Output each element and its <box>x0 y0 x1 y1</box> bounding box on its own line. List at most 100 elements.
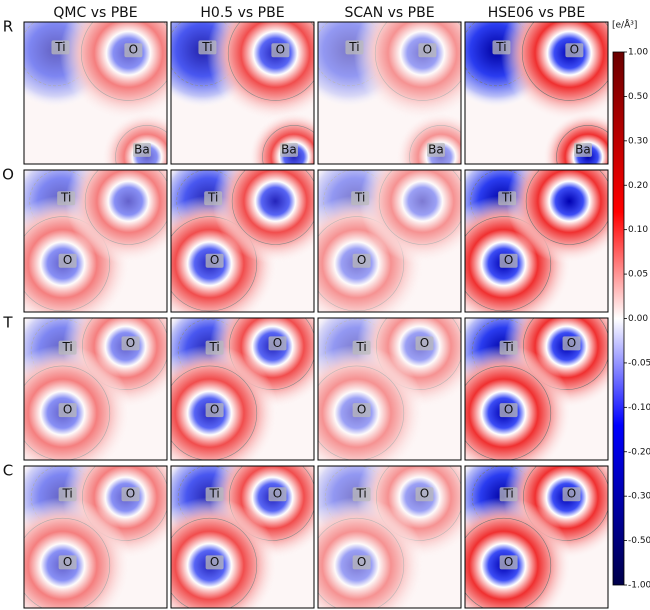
contour <box>318 517 405 608</box>
atom-label: Ti <box>61 487 72 501</box>
atom-label-bg <box>58 403 77 418</box>
colorbar-tick-label: 0.00 <box>628 314 648 324</box>
contour <box>465 216 552 312</box>
contour <box>171 216 258 312</box>
atom-label-bg <box>352 555 371 570</box>
contour <box>465 517 552 608</box>
atom-label-bg <box>562 487 581 502</box>
colorbar-tick-label: -1.00 <box>628 581 650 591</box>
o-ring <box>24 497 132 608</box>
atom-label-bg <box>205 253 224 268</box>
colorbar-tick-label: 1.00 <box>628 48 648 58</box>
colorbar-tick-label: -0.10 <box>628 403 650 413</box>
atom-label-bg <box>499 487 518 502</box>
atom-label-bg <box>499 555 518 570</box>
atom-label: O <box>63 403 72 417</box>
panel-frame <box>23 317 168 461</box>
panel-frame <box>170 21 315 165</box>
atom-label: Ba <box>428 142 444 156</box>
atom-label-bg <box>205 403 224 418</box>
row-label: R <box>3 18 13 36</box>
atom-label: O <box>567 336 576 350</box>
atom-label: O <box>423 43 432 57</box>
atom-label: O <box>420 336 429 350</box>
atom-label: Ti <box>208 487 219 501</box>
atom-label-bg <box>415 487 434 502</box>
density-map <box>318 466 461 608</box>
atom-label: O <box>357 253 366 267</box>
atom-label: Ti <box>502 487 513 501</box>
contour <box>24 365 111 460</box>
atom-label: Ba <box>281 142 297 156</box>
atom-label-bg <box>352 340 371 355</box>
atom-label: O <box>126 487 135 501</box>
panel-frame <box>170 465 315 609</box>
atom-label-bg <box>415 336 434 351</box>
atom-label-bg <box>198 40 217 55</box>
density-map <box>465 318 608 460</box>
contour <box>556 125 608 164</box>
o-ring <box>318 345 426 460</box>
density-map <box>24 318 167 460</box>
atom-label: O <box>276 43 285 57</box>
panel-frame <box>464 317 609 461</box>
colorbar-tick-label: 0.50 <box>628 92 648 102</box>
atom-label-bg <box>352 403 371 418</box>
atom-label: O <box>504 253 513 267</box>
panel-frame <box>317 21 462 165</box>
density-map <box>24 170 167 312</box>
atom-label-bg <box>573 142 592 157</box>
contour <box>318 365 405 460</box>
atom-label: Ti <box>501 191 512 205</box>
row-label: O <box>2 166 14 184</box>
atom-label: Ti <box>348 40 359 54</box>
atom-label: O <box>210 253 219 267</box>
contour <box>374 22 461 101</box>
atom-label-bg <box>205 555 224 570</box>
atom-label-bg <box>205 487 224 502</box>
colorbar-tick-label: 0.10 <box>628 225 648 235</box>
atom-label-bg <box>51 40 70 55</box>
contour <box>231 170 314 245</box>
atom-label: Ti <box>354 191 365 205</box>
density-map <box>24 466 167 608</box>
o-ring <box>318 497 426 608</box>
atom-label: O <box>273 336 282 350</box>
contour <box>80 22 167 101</box>
atom-label-bg <box>58 487 77 502</box>
colorbar-unit: [e/Å³] <box>612 19 637 31</box>
atom-label-bg <box>268 336 287 351</box>
atom-label-bg <box>205 340 224 355</box>
colorbar <box>612 51 625 586</box>
atom-label-bg <box>204 191 223 206</box>
colorbar-tick-label: -0.05 <box>628 358 650 368</box>
atom-label-bg <box>268 487 287 502</box>
density-map <box>318 170 461 312</box>
contour <box>84 170 167 245</box>
atom-label: O <box>126 336 135 350</box>
contour <box>171 365 258 460</box>
density-map <box>171 318 314 460</box>
atom-label: O <box>63 253 72 267</box>
atom-label: Ti <box>61 340 72 354</box>
atom-label-bg <box>351 191 370 206</box>
panel-frame <box>464 465 609 609</box>
panel-frame <box>317 465 462 609</box>
panel-frame <box>317 169 462 313</box>
density-map <box>465 466 608 608</box>
panel-frame <box>23 465 168 609</box>
panel-frame <box>464 169 609 313</box>
atom-label-bg <box>279 142 298 157</box>
o-ring <box>171 497 279 608</box>
o-ring <box>465 497 573 608</box>
atom-label-bg <box>498 191 517 206</box>
atom-label-bg <box>58 555 77 570</box>
atom-label: Ti <box>60 191 71 205</box>
colorbar-tick-label: -0.20 <box>628 447 650 457</box>
row-label: C <box>3 462 13 480</box>
contour <box>318 216 405 312</box>
o-ring <box>65 170 167 264</box>
panel-frame <box>464 21 609 165</box>
atom-label: O <box>63 555 72 569</box>
colorbar-tick-label: -0.30 <box>628 492 650 502</box>
